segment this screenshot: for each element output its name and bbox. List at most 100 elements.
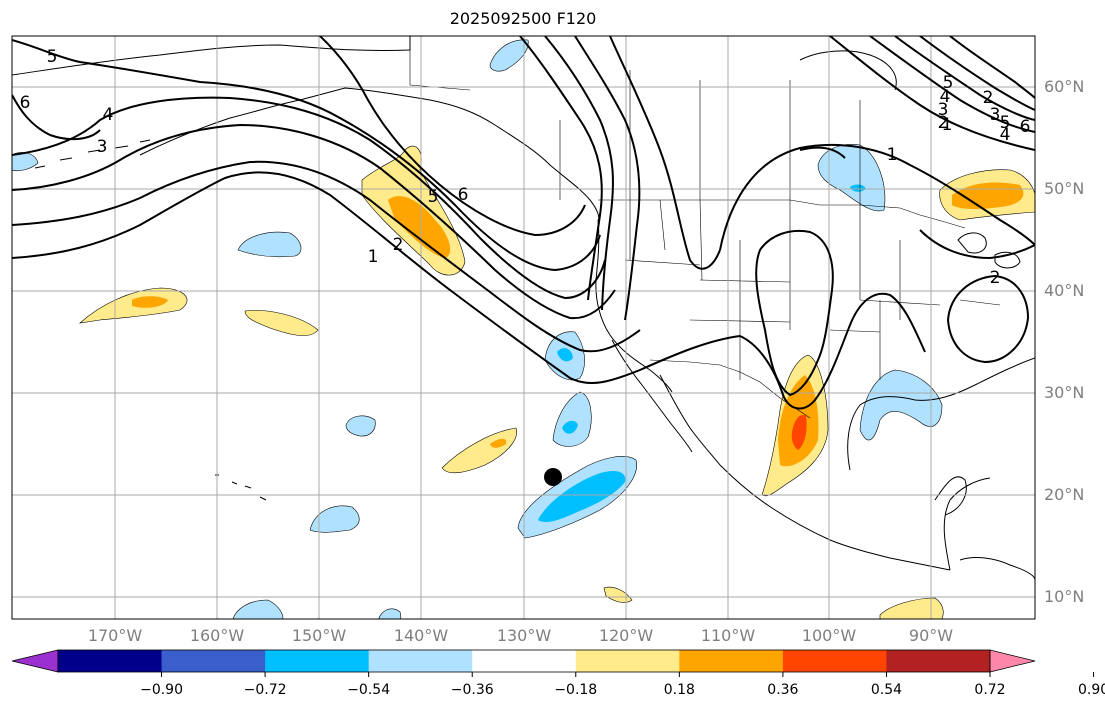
latitude-label: 10°N bbox=[1044, 587, 1085, 606]
negative-anomaly-hawaii-south bbox=[309, 505, 360, 533]
negative-anomaly-north-pacific bbox=[237, 231, 302, 258]
positive-anomaly-mexico-peak bbox=[791, 414, 807, 450]
hawaii-islands bbox=[215, 474, 267, 501]
graticule bbox=[12, 36, 1035, 619]
colorbar-tick-label: −0.54 bbox=[347, 682, 391, 698]
contour-trough-4 bbox=[609, 36, 721, 270]
colorbar-segment bbox=[472, 650, 577, 672]
colorbar-segment bbox=[575, 650, 680, 672]
contour-west-closed bbox=[12, 94, 101, 141]
contour-low-east bbox=[946, 274, 1030, 364]
latitude-label: 50°N bbox=[1044, 179, 1085, 198]
colorbar-tick-label: 0.72 bbox=[974, 682, 1006, 698]
contour-label: 3 bbox=[990, 105, 1001, 125]
colorbar-segment bbox=[265, 650, 370, 672]
colorbar-extend-low bbox=[11, 649, 59, 673]
negative-anomaly-canada-core bbox=[850, 184, 866, 192]
contour-label: 2 bbox=[393, 235, 404, 255]
positive-anomaly-subtropics bbox=[441, 427, 517, 473]
colorbar-segment bbox=[58, 650, 163, 672]
canada-provinces bbox=[559, 70, 861, 205]
longitude-label: 130°W bbox=[496, 626, 552, 645]
longitude-label: 160°W bbox=[189, 626, 245, 645]
colorbar-segment bbox=[368, 650, 473, 672]
contour-lines bbox=[12, 36, 1035, 410]
latitude-label: 60°N bbox=[1044, 77, 1085, 96]
contour-label: 5 bbox=[943, 73, 954, 93]
plot-title: 2025092500 F120 bbox=[449, 9, 597, 28]
negative-anomaly-south bbox=[232, 599, 284, 619]
contour-label: 2 bbox=[938, 113, 949, 133]
storm-position-marker bbox=[544, 468, 562, 486]
anomaly-shading bbox=[12, 39, 1035, 619]
contour-label: 1 bbox=[368, 247, 379, 267]
longitude-label: 170°W bbox=[87, 626, 143, 645]
longitude-label: 140°W bbox=[393, 626, 449, 645]
colorbar-segment bbox=[161, 650, 266, 672]
colorbar-tick-label: −0.90 bbox=[140, 682, 183, 698]
map-area bbox=[12, 36, 1035, 619]
contour-label: 2 bbox=[990, 268, 1001, 288]
contour-2-pacific bbox=[12, 160, 641, 353]
contour-ne-2 bbox=[869, 36, 1035, 133]
negative-anomaly-south-2 bbox=[378, 608, 402, 619]
contour-label: 5 bbox=[428, 187, 439, 207]
colorbar-tick-label: 0.36 bbox=[767, 682, 799, 698]
borders bbox=[409, 36, 1001, 419]
longitude-label: 100°W bbox=[801, 626, 857, 645]
map-frame bbox=[11, 35, 1036, 620]
positive-anomaly-north-pacific-core bbox=[132, 296, 168, 308]
negative-anomaly-gulf-coast bbox=[859, 369, 943, 441]
alaska-canada-border bbox=[409, 36, 471, 91]
contour-label: 2 bbox=[983, 88, 994, 108]
contour-5-pacific bbox=[12, 39, 601, 272]
west-coast-us bbox=[595, 219, 673, 393]
colorbar-segment bbox=[679, 650, 784, 672]
yucatan-coast bbox=[934, 476, 967, 516]
positive-anomaly-gulf-mexico bbox=[879, 597, 944, 619]
caribbean-coast bbox=[959, 557, 1035, 581]
contour-ne-3 bbox=[894, 36, 1035, 121]
colorbar-tick-label: −0.36 bbox=[450, 682, 494, 698]
negative-anomaly-offshore bbox=[552, 391, 592, 447]
contour-label: 5 bbox=[1000, 113, 1011, 133]
contour-6-pacific bbox=[319, 36, 586, 237]
negative-anomaly-pacific-large-core bbox=[538, 470, 626, 523]
great-lakes bbox=[957, 232, 1021, 269]
positive-anomaly-pacific-small bbox=[603, 586, 633, 603]
colorbar-extend-high bbox=[989, 649, 1036, 673]
positive-anomaly-gulf-alaska-core bbox=[388, 196, 451, 258]
coastlines bbox=[12, 36, 1035, 581]
contour-ne-1 bbox=[829, 36, 1035, 151]
gulf-coast bbox=[847, 357, 1035, 571]
contour-label: 3 bbox=[938, 100, 949, 120]
contour-ne-5 bbox=[949, 36, 1035, 99]
colorbar-segment bbox=[782, 650, 887, 672]
colorbar-tick-label: 0.54 bbox=[870, 682, 903, 698]
contour-trough-3 bbox=[574, 36, 641, 321]
contour-label: 3 bbox=[97, 137, 108, 157]
contour-label: 1 bbox=[942, 115, 953, 135]
contour-label: 6 bbox=[1020, 117, 1031, 137]
contour-label: 6 bbox=[20, 93, 31, 113]
colorbar-tick-label: 0.18 bbox=[663, 682, 695, 698]
contour-4-pacific bbox=[12, 96, 606, 300]
colorbar-segment bbox=[886, 650, 991, 672]
contour-label: 4 bbox=[1000, 125, 1011, 145]
positive-anomaly-mid-pacific bbox=[244, 310, 319, 336]
us-canada-border bbox=[598, 199, 966, 229]
contour-trough-2 bbox=[544, 36, 614, 311]
negative-anomaly-baja-core bbox=[557, 348, 573, 362]
hudson-bay-coast bbox=[799, 50, 897, 91]
latitude-label: 40°N bbox=[1044, 281, 1085, 300]
longitude-label: 110°W bbox=[700, 626, 756, 645]
contour-trough-1 bbox=[519, 36, 603, 301]
negative-anomaly-canada bbox=[817, 144, 886, 212]
contour-label: 4 bbox=[103, 105, 114, 125]
contour-label: 4 bbox=[940, 87, 951, 107]
contour-east-1 bbox=[739, 292, 926, 410]
contour-ridge-1 bbox=[719, 143, 1035, 251]
contour-label: 1 bbox=[887, 145, 898, 165]
state-lines bbox=[624, 199, 1001, 380]
